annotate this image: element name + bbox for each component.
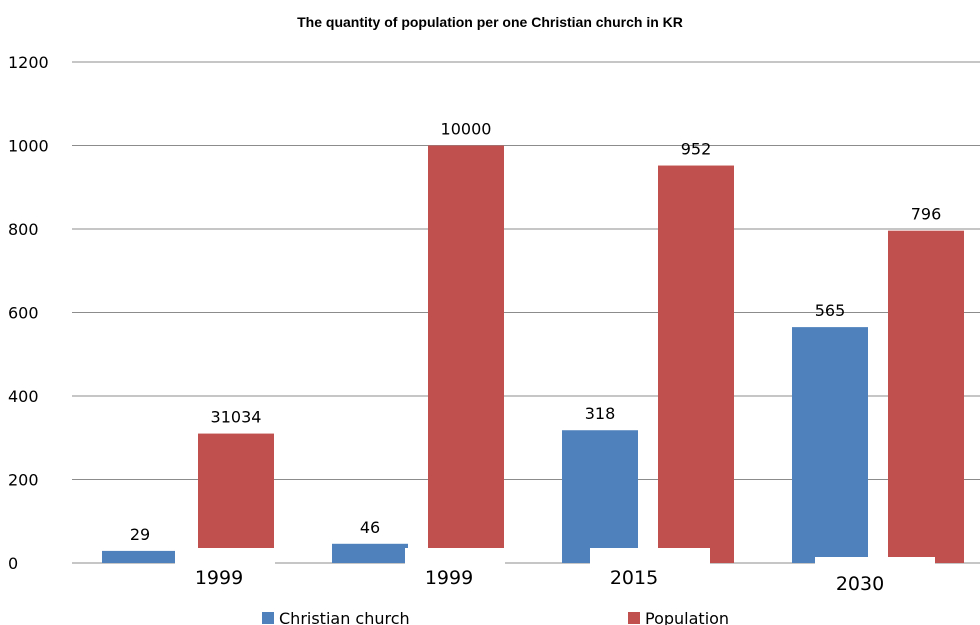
category-label-background	[815, 557, 935, 567]
data-label: 10000	[441, 120, 492, 139]
x-category-label: 1999	[425, 567, 473, 589]
y-tick-label: 1200	[8, 53, 49, 72]
bar-christian-church	[332, 543, 408, 563]
data-label: 46	[360, 518, 380, 537]
category-label-backgrounds	[175, 548, 935, 568]
data-label: 318	[585, 404, 616, 423]
y-tick-label: 600	[8, 304, 39, 323]
bars	[102, 145, 964, 564]
bar-population	[198, 433, 274, 563]
legend: Christian church Population	[262, 609, 729, 625]
x-category-label: 2030	[836, 573, 884, 595]
legend-label: Population	[645, 609, 729, 625]
x-category-label: 1999	[195, 567, 243, 589]
y-tick-label: 1000	[8, 137, 49, 156]
y-tick-label: 0	[8, 554, 18, 573]
y-axis-ticks: 0 200 400 600 800 1000 1200	[8, 53, 49, 573]
y-tick-label: 200	[8, 471, 39, 490]
bar-christian-church	[562, 430, 638, 563]
y-tick-label: 800	[8, 220, 39, 239]
legend-label: Christian church	[279, 609, 410, 625]
category-label-background	[175, 548, 275, 568]
data-labels: 29 46 318 565 31034 10000 952 796	[130, 120, 941, 544]
category-label-background	[590, 548, 710, 564]
bar-population	[428, 145, 504, 563]
x-category-label: 2015	[610, 567, 658, 589]
data-label: 31034	[211, 408, 262, 427]
data-label: 565	[815, 301, 846, 320]
bar-population	[658, 165, 734, 564]
data-label: 29	[130, 525, 150, 544]
legend-swatch	[262, 612, 274, 624]
data-label: 796	[911, 205, 942, 224]
bar-christian-church	[102, 550, 178, 563]
y-tick-label: 400	[8, 387, 39, 406]
category-label-background	[405, 548, 505, 568]
data-label: 952	[681, 140, 712, 159]
bar-christian-church	[792, 327, 868, 563]
x-axis-categories: 1999 1999 2015 2030	[195, 567, 884, 595]
legend-swatch	[628, 612, 640, 624]
chart-title: The quantity of population per one Chris…	[297, 14, 683, 30]
bar-population	[888, 230, 964, 564]
